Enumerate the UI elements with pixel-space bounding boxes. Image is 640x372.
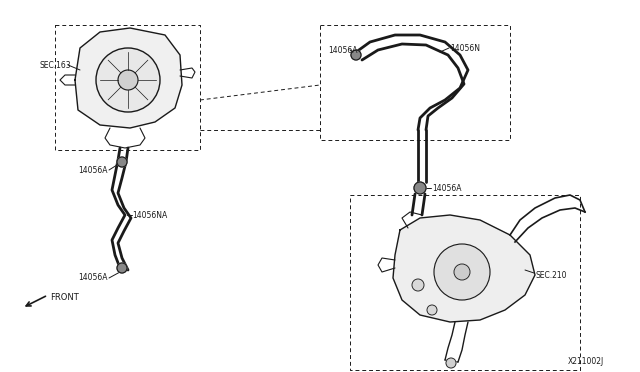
Polygon shape xyxy=(75,28,182,128)
Circle shape xyxy=(446,358,456,368)
Circle shape xyxy=(427,305,437,315)
Circle shape xyxy=(454,264,470,280)
Text: SEC.210: SEC.210 xyxy=(536,270,568,279)
Circle shape xyxy=(412,279,424,291)
Polygon shape xyxy=(393,215,535,322)
Text: SEC.163: SEC.163 xyxy=(40,61,72,70)
Text: 14056A: 14056A xyxy=(78,166,108,174)
Circle shape xyxy=(117,263,127,273)
Text: 14056A: 14056A xyxy=(328,45,358,55)
Text: FRONT: FRONT xyxy=(50,294,79,302)
Text: 14056A: 14056A xyxy=(78,273,108,282)
Circle shape xyxy=(434,244,490,300)
Circle shape xyxy=(117,157,127,167)
Circle shape xyxy=(118,70,138,90)
Circle shape xyxy=(351,50,361,60)
Text: X211002J: X211002J xyxy=(568,357,604,366)
Text: 14056A: 14056A xyxy=(432,183,461,192)
Circle shape xyxy=(414,182,426,194)
Circle shape xyxy=(96,48,160,112)
Text: 14056NA: 14056NA xyxy=(132,211,167,219)
Text: 14056N: 14056N xyxy=(450,44,480,52)
